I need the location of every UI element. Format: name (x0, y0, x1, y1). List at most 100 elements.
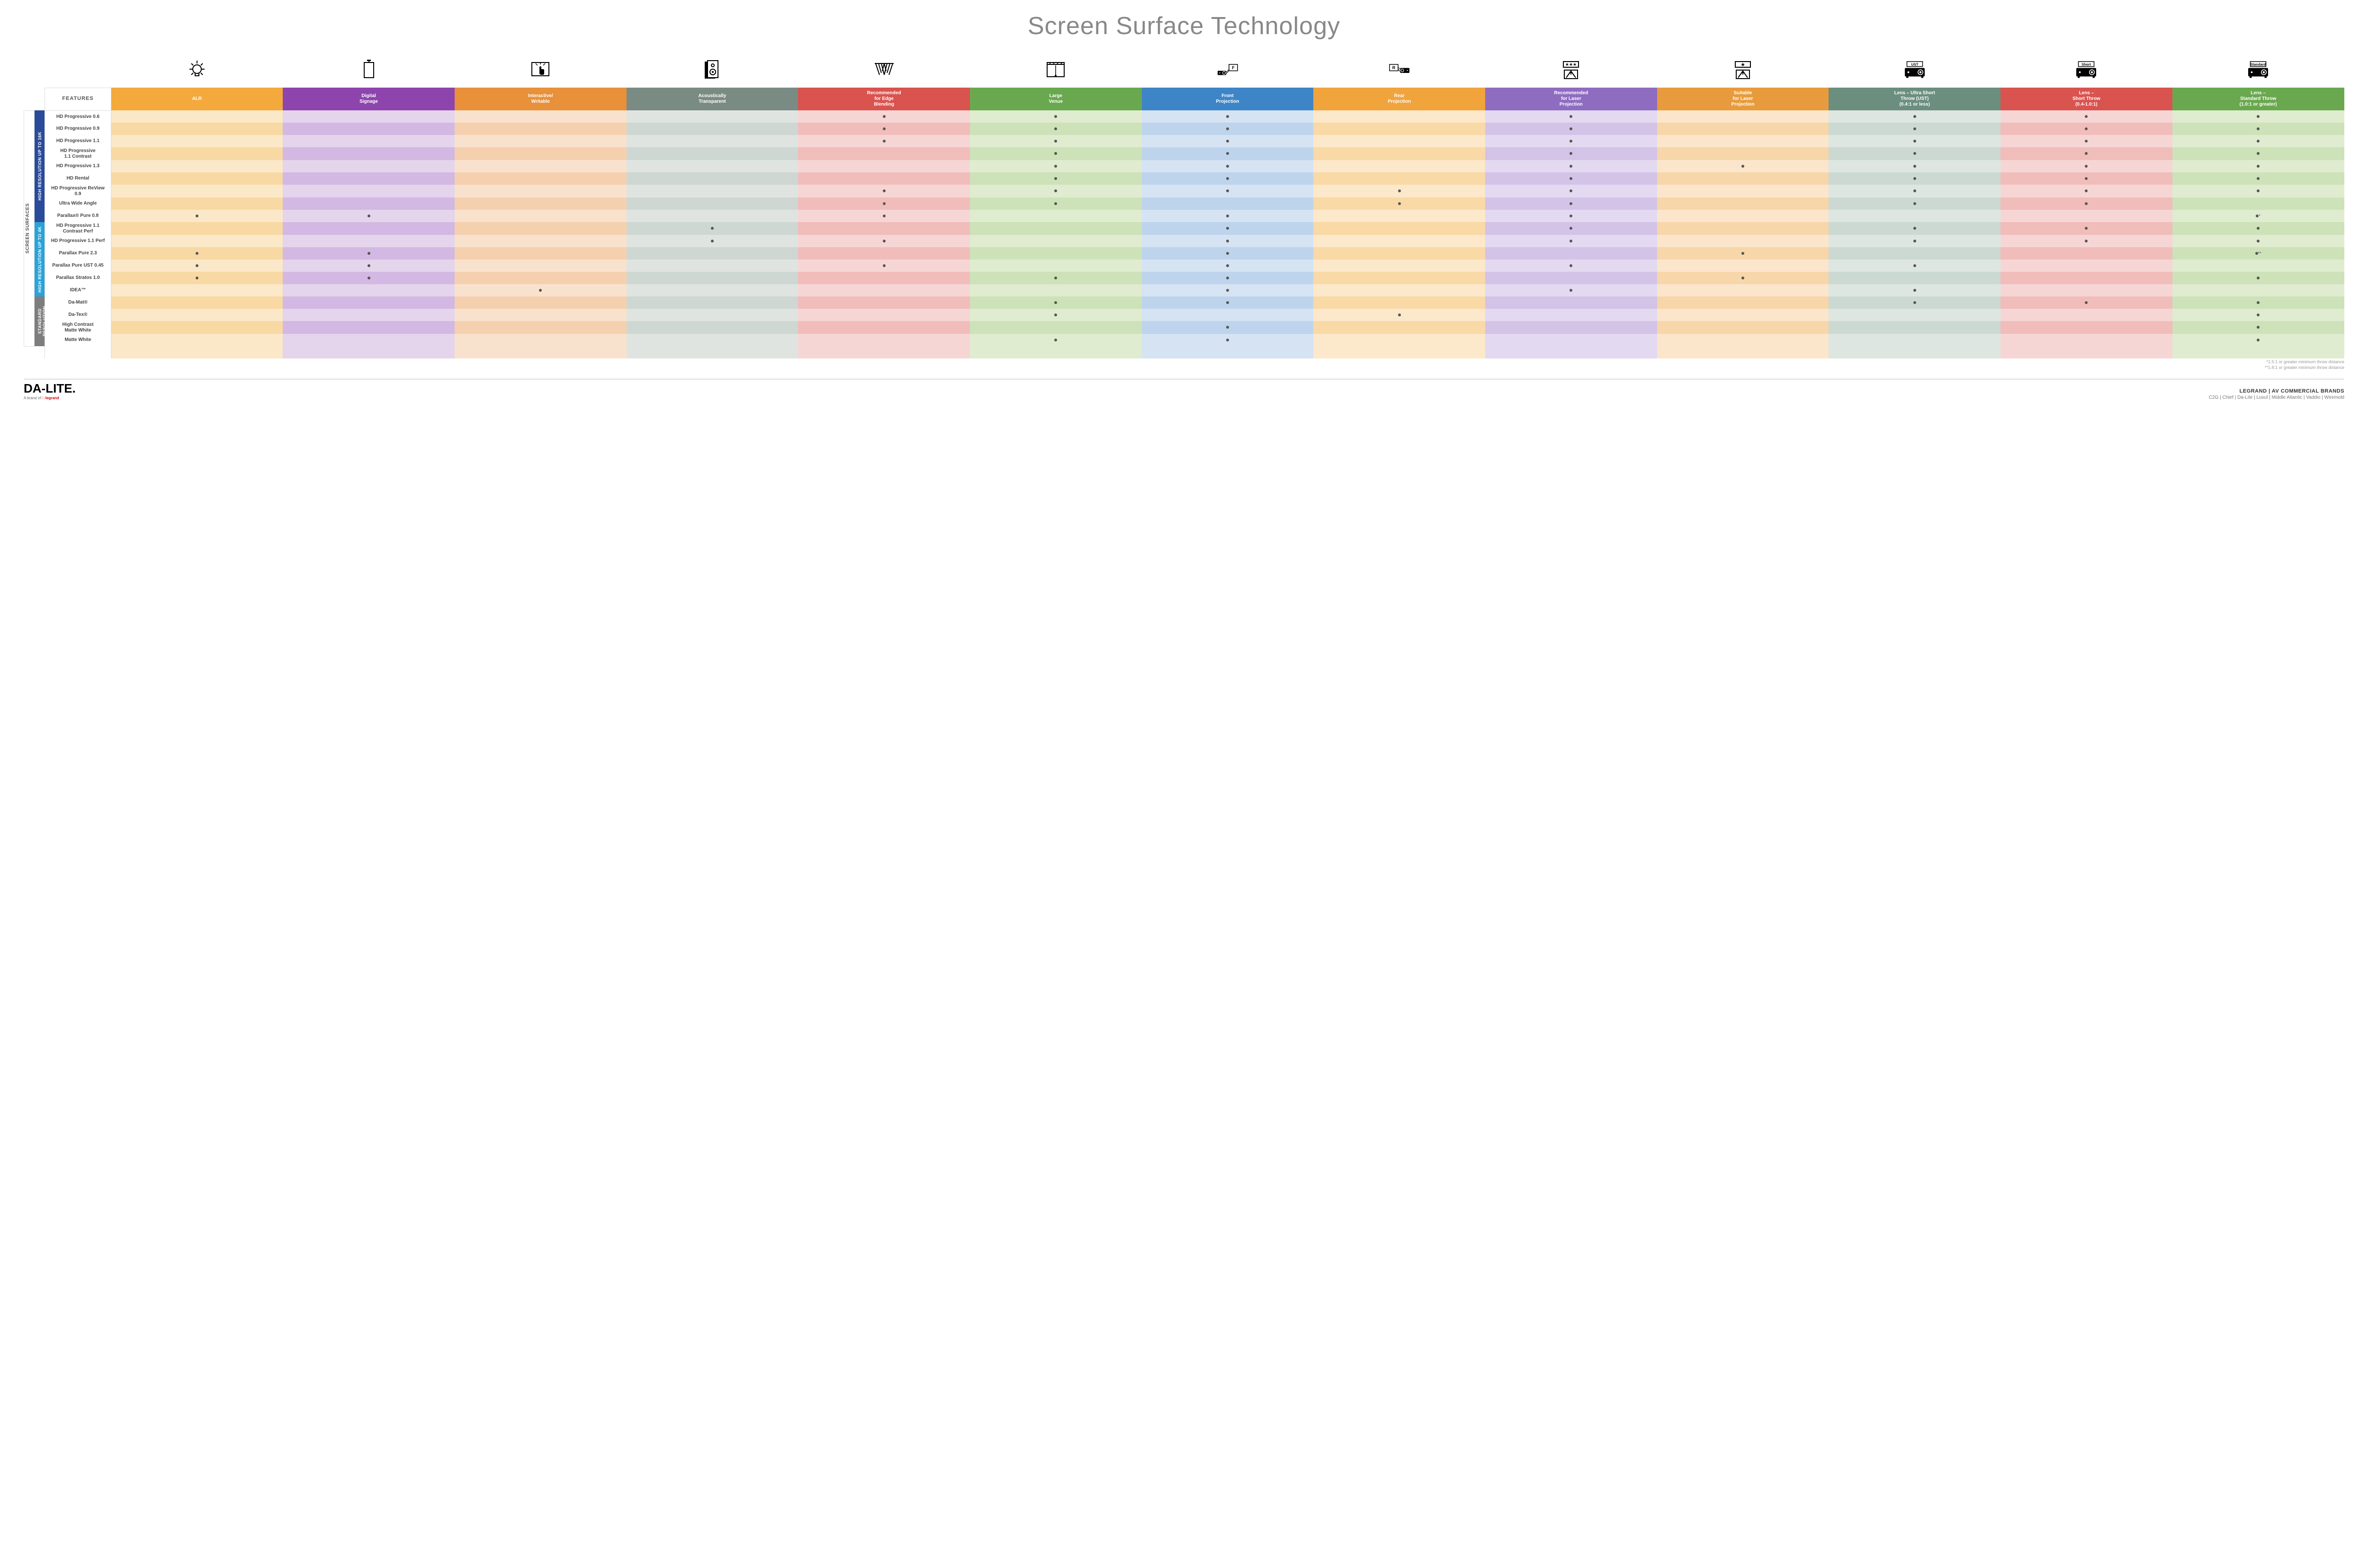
cell (1829, 185, 2000, 197)
cell (627, 309, 798, 321)
cell (1142, 197, 1314, 210)
cell (2000, 272, 2172, 284)
cell (2000, 260, 2172, 272)
dot-icon (883, 140, 886, 143)
cell (283, 197, 455, 210)
row-label: Matte White (45, 334, 111, 346)
dot-icon (1226, 326, 1229, 329)
cell (111, 260, 283, 272)
cell (627, 260, 798, 272)
large-icon (970, 54, 1142, 88)
cell (1313, 235, 1485, 247)
cell (455, 247, 627, 260)
dot-icon (1913, 115, 1916, 118)
cell (455, 210, 627, 222)
legrand-logo-text: legrand (45, 396, 59, 400)
cell (1142, 222, 1314, 235)
dot-icon (196, 264, 198, 267)
dot-icon (1054, 115, 1057, 118)
row-label: HD Progressive 0.6 (45, 110, 111, 123)
dot-icon (1913, 264, 1916, 267)
cell (1657, 309, 1829, 321)
cell (627, 284, 798, 296)
cell (455, 197, 627, 210)
cell (798, 123, 970, 135)
col-header-inter: Interactive/Writable (455, 88, 627, 110)
dot-icon (1913, 289, 1916, 292)
cell (1142, 296, 1314, 309)
dot-icon (2257, 140, 2260, 143)
cell (1313, 334, 1485, 346)
svg-text:F: F (1232, 65, 1235, 70)
cell (1657, 147, 1829, 160)
cell (970, 309, 1142, 321)
dot-icon (1570, 240, 1572, 242)
col-header-large: LargeVenue (970, 88, 1142, 110)
cell (627, 222, 798, 235)
cell (627, 135, 798, 147)
cell (1657, 222, 1829, 235)
rear-icon: R (1313, 54, 1485, 88)
slas-icon: ★ (1657, 54, 1829, 88)
dot-icon (1226, 240, 1229, 242)
cell (1829, 235, 2000, 247)
cell (1142, 309, 1314, 321)
row-label: HD Progressive1.1 Contrast (45, 147, 111, 160)
alr-icon (111, 54, 283, 88)
cell (111, 296, 283, 309)
cell (1142, 284, 1314, 296)
cell (1485, 185, 1657, 197)
cell (970, 235, 1142, 247)
dot-icon (196, 277, 198, 279)
cell (627, 247, 798, 260)
cell (627, 235, 798, 247)
acous-icon (627, 54, 798, 88)
cell (2172, 222, 2344, 235)
cell (798, 260, 970, 272)
dot-icon (2257, 314, 2260, 316)
cell (111, 123, 283, 135)
dot-icon (1741, 165, 1744, 168)
cell (283, 260, 455, 272)
brand-sub-prefix: A brand of (24, 396, 42, 400)
dot-icon (1570, 264, 1572, 267)
cell (1485, 284, 1657, 296)
cell (798, 110, 970, 123)
dot-icon (1570, 227, 1572, 230)
cell (970, 296, 1142, 309)
dot-icon (883, 127, 886, 130)
cell (798, 334, 970, 346)
row-label: HD Progressive 1.3 (45, 160, 111, 172)
cell (798, 185, 970, 197)
dot-icon (1054, 314, 1057, 316)
cell (2000, 247, 2172, 260)
cell (2000, 197, 2172, 210)
svg-text:Standard: Standard (2251, 62, 2266, 66)
cell (283, 172, 455, 185)
short-icon: Short (2000, 54, 2172, 88)
dot-icon (1398, 314, 1401, 316)
cell (111, 272, 283, 284)
cell (2172, 334, 2344, 346)
cell (2172, 185, 2344, 197)
cell (1829, 135, 2000, 147)
dot-icon (1570, 165, 1572, 168)
cell (1142, 210, 1314, 222)
dot-icon (1226, 252, 1229, 255)
cell (111, 334, 283, 346)
footnote-2: **1.8:1 or greater minimum throw distanc… (24, 365, 2344, 371)
dot-icon (1226, 264, 1229, 267)
dot-icon (2257, 326, 2260, 329)
cell (798, 197, 970, 210)
cell (1829, 172, 2000, 185)
cell (1657, 321, 1829, 334)
svg-text:UST: UST (1911, 62, 1918, 66)
cell (111, 210, 283, 222)
cell (1829, 296, 2000, 309)
cell (2000, 172, 2172, 185)
cell (283, 272, 455, 284)
col-header-rear: RearProjection (1313, 88, 1485, 110)
cell (970, 110, 1142, 123)
cell (627, 123, 798, 135)
cell (111, 222, 283, 235)
